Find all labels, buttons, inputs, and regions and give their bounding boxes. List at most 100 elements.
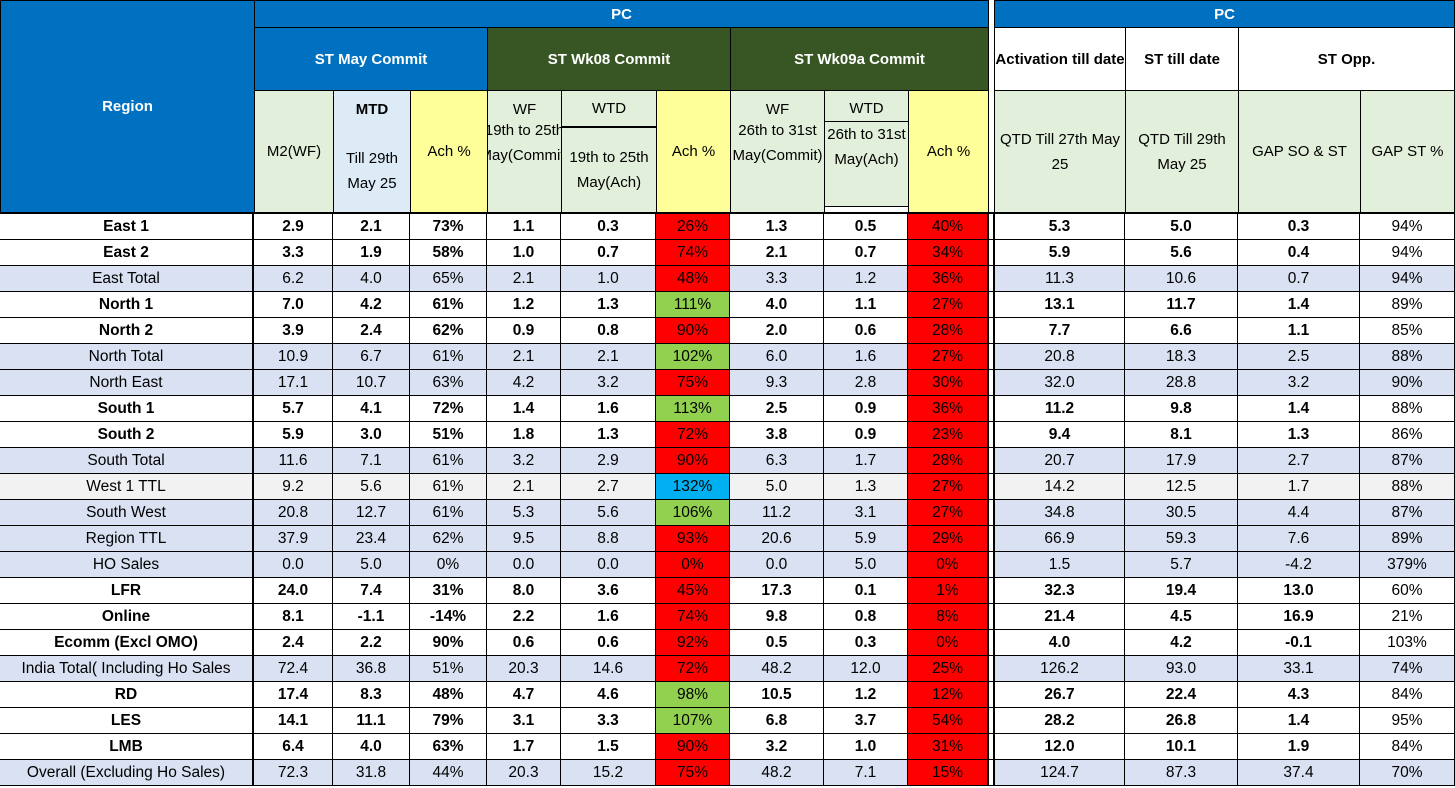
mtd-cell[interactable]: 12.7 [333,500,410,526]
qtd-29-cell[interactable]: 11.7 [1125,292,1238,318]
gap-so-st-cell[interactable]: 1.4 [1238,396,1360,422]
wk08-ach-cell[interactable]: 72% [656,656,730,682]
wk09-wf-cell[interactable]: 2.0 [730,318,824,344]
wk09-wtd-cell[interactable]: 3.7 [824,708,908,734]
qtd-27-cell[interactable]: 12.0 [995,734,1125,760]
wk08-wtd-cell[interactable]: 0.3 [561,214,656,240]
gap-st-pct-cell[interactable]: 74% [1360,656,1455,682]
gap-so-st-cell[interactable]: 2.5 [1238,344,1360,370]
wk08-ach-cell[interactable]: 132% [656,474,730,500]
gap-st-pct-cell[interactable]: 88% [1360,344,1455,370]
qtd-27-cell[interactable]: 32.0 [995,370,1125,396]
wk09-wf-cell[interactable]: 0.5 [730,630,824,656]
region-cell[interactable]: RD [0,682,254,708]
m2-wf-cell[interactable]: 10.9 [254,344,333,370]
qtd-29-cell[interactable]: 12.5 [1125,474,1238,500]
m2-wf-cell[interactable]: 8.1 [254,604,333,630]
qtd-29-cell[interactable]: 4.2 [1125,630,1238,656]
may-ach-cell[interactable]: -14% [410,604,487,630]
wk09-ach-cell[interactable]: 36% [908,396,988,422]
region-cell[interactable]: South 1 [0,396,254,422]
wk09-wf-cell[interactable]: 9.8 [730,604,824,630]
gap-so-st-cell[interactable]: 0.7 [1238,266,1360,292]
gap-so-st-cell[interactable]: 13.0 [1238,578,1360,604]
gap-so-st-cell[interactable]: 1.3 [1238,422,1360,448]
wk09-wtd-cell[interactable]: 1.1 [824,292,908,318]
gap-so-st-cell[interactable]: 1.7 [1238,474,1360,500]
wk09-ach-cell[interactable]: 27% [908,292,988,318]
wk08-wf-cell[interactable]: 3.2 [487,448,561,474]
wk09-wf-cell[interactable]: 1.3 [730,214,824,240]
m2-wf-cell[interactable]: 17.4 [254,682,333,708]
gap-st-pct-cell[interactable]: 84% [1360,734,1455,760]
wk09-wf-cell[interactable]: 17.3 [730,578,824,604]
wk09-ach-cell[interactable]: 27% [908,344,988,370]
wk08-ach-cell[interactable]: 75% [656,760,730,786]
mtd-cell[interactable]: 4.1 [333,396,410,422]
wk08-wtd-cell[interactable]: 0.7 [561,240,656,266]
qtd-29-cell[interactable]: 30.5 [1125,500,1238,526]
may-ach-cell[interactable]: 51% [410,656,487,682]
wk08-ach-cell[interactable]: 45% [656,578,730,604]
wk09-ach-cell[interactable]: 1% [908,578,988,604]
qtd-27-cell[interactable]: 4.0 [995,630,1125,656]
wk08-wtd-cell[interactable]: 14.6 [561,656,656,682]
wk08-wtd-cell[interactable]: 1.6 [561,396,656,422]
qtd-27-cell[interactable]: 5.9 [995,240,1125,266]
qtd-27-cell[interactable]: 7.7 [995,318,1125,344]
wk09-wtd-cell[interactable]: 0.3 [824,630,908,656]
wk08-wtd-cell[interactable]: 1.6 [561,604,656,630]
wk08-wtd-cell[interactable]: 3.6 [561,578,656,604]
wk09-wf-cell[interactable]: 48.2 [730,760,824,786]
wk08-wtd-cell[interactable]: 3.2 [561,370,656,396]
wk09-ach-cell[interactable]: 40% [908,214,988,240]
qtd-29-cell[interactable]: 10.1 [1125,734,1238,760]
may-ach-cell[interactable]: 61% [410,448,487,474]
wk09-ach-cell[interactable]: 25% [908,656,988,682]
may-ach-cell[interactable]: 73% [410,214,487,240]
mtd-cell[interactable]: 4.0 [333,734,410,760]
wk08-ach-cell[interactable]: 0% [656,552,730,578]
gap-st-pct-cell[interactable]: 70% [1360,760,1455,786]
wk09-wf-cell[interactable]: 2.1 [730,240,824,266]
wk08-wf-cell[interactable]: 0.0 [487,552,561,578]
qtd-27-header[interactable]: QTD Till 27th May 25 [994,90,1126,213]
qtd-29-cell[interactable]: 93.0 [1125,656,1238,682]
mtd-cell[interactable]: 7.4 [333,578,410,604]
may-ach-cell[interactable]: 44% [410,760,487,786]
wk09-wtd-cell[interactable]: 2.8 [824,370,908,396]
wk08-ach-header[interactable]: Ach % [656,90,731,213]
wk09-ach-header[interactable]: Ach % [908,90,989,213]
wk09-wf-cell[interactable]: 3.3 [730,266,824,292]
wk09-ach-cell[interactable]: 28% [908,318,988,344]
qtd-27-cell[interactable]: 5.3 [995,214,1125,240]
qtd-27-cell[interactable]: 124.7 [995,760,1125,786]
wk09-wtd-cell[interactable]: 0.1 [824,578,908,604]
m2-wf-cell[interactable]: 24.0 [254,578,333,604]
qtd-27-cell[interactable]: 21.4 [995,604,1125,630]
wk09-wtd-cell[interactable]: 1.3 [824,474,908,500]
wk09-wf-cell[interactable]: 10.5 [730,682,824,708]
may-ach-cell[interactable]: 58% [410,240,487,266]
gap-so-st-cell[interactable]: 2.7 [1238,448,1360,474]
wk09-ach-cell[interactable]: 29% [908,526,988,552]
qtd-27-cell[interactable]: 28.2 [995,708,1125,734]
mtd-cell[interactable]: 3.0 [333,422,410,448]
m2-wf-cell[interactable]: 5.7 [254,396,333,422]
wk08-ach-cell[interactable]: 102% [656,344,730,370]
wk08-ach-cell[interactable]: 93% [656,526,730,552]
may-ach-cell[interactable]: 0% [410,552,487,578]
gap-so-st-cell[interactable]: -4.2 [1238,552,1360,578]
wk09-ach-cell[interactable]: 0% [908,552,988,578]
mtd-cell[interactable]: 4.2 [333,292,410,318]
qtd-27-cell[interactable]: 14.2 [995,474,1125,500]
qtd-27-cell[interactable]: 32.3 [995,578,1125,604]
region-cell[interactable]: Overall (Excluding Ho Sales) [0,760,254,786]
gap-so-st-cell[interactable]: 1.9 [1238,734,1360,760]
wk09-ach-cell[interactable]: 28% [908,448,988,474]
qtd-29-cell[interactable]: 10.6 [1125,266,1238,292]
region-cell[interactable]: South West [0,500,254,526]
qtd-29-cell[interactable]: 4.5 [1125,604,1238,630]
region-cell[interactable]: Region TTL [0,526,254,552]
gap-so-st-header[interactable]: GAP SO & ST [1238,90,1361,213]
